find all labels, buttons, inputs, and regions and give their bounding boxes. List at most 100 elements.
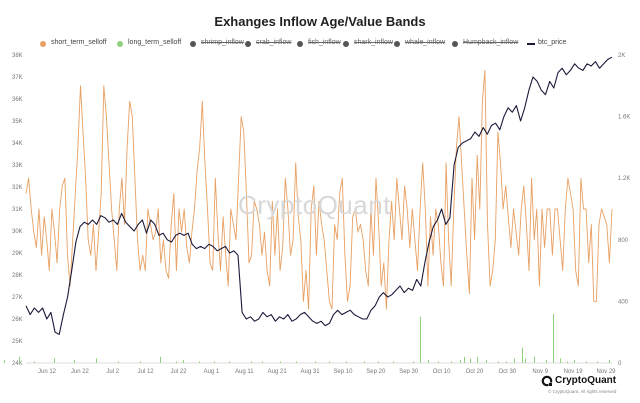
long-term-selloff-bar <box>214 361 215 363</box>
long-term-selloff-bar <box>74 359 75 363</box>
cryptoquant-logo-icon <box>541 375 553 387</box>
short-term-selloff-line <box>25 69 613 310</box>
y-left-tick-label: 33K <box>12 163 23 169</box>
long-term-selloff-bar <box>460 359 461 363</box>
long-term-selloff-bar <box>506 361 507 363</box>
long-term-selloff-bar <box>140 361 141 363</box>
long-term-selloff-bar <box>534 356 535 363</box>
long-term-selloff-bar <box>229 361 230 363</box>
long-term-selloff-bar <box>160 356 161 363</box>
long-term-selloff-bar <box>464 356 465 363</box>
long-term-selloff-bar <box>420 316 421 363</box>
x-tick-label: Sep 20 <box>366 369 386 375</box>
legend-swatch-icon <box>527 43 535 45</box>
long-term-selloff-bar <box>378 361 379 363</box>
legend-swatch-icon <box>245 41 251 47</box>
copyright-text: © CryptoQuant. All rights reserved <box>548 389 617 394</box>
x-tick-label: Jul 2 <box>106 369 119 375</box>
long-term-selloff-bar <box>251 361 252 363</box>
long-term-selloff-bar <box>574 359 575 363</box>
long-term-selloff-bar <box>586 361 587 363</box>
y-right-tick-label: 1.6K <box>618 115 630 121</box>
y-left-tick-label: 24K <box>12 361 23 367</box>
x-tick-label: Aug 1 <box>204 369 220 375</box>
x-tick-label: Oct 20 <box>466 369 484 375</box>
long-term-selloff-bar <box>413 361 414 363</box>
long-term-selloff-bar <box>546 359 547 363</box>
legend-label: shrimp_inflow <box>201 39 244 46</box>
long-term-selloff-bar <box>199 361 200 363</box>
y-left-tick-label: 37K <box>12 75 23 81</box>
long-term-selloff-bar <box>118 361 119 363</box>
x-tick-label: Oct 10 <box>433 369 451 375</box>
y-left-tick-label: 25K <box>12 339 23 345</box>
y-left-tick-label: 29K <box>12 251 23 257</box>
legend-label: fish_inflow <box>308 39 341 46</box>
long-term-selloff-bar <box>486 359 487 363</box>
legend-swatch-icon <box>297 41 303 47</box>
long-term-selloff-bar <box>514 358 515 363</box>
legend-label: Humpback_inflow <box>463 39 519 46</box>
y-right-tick-label: 1.2K <box>618 176 630 182</box>
x-tick-label: Nov 19 <box>564 369 584 375</box>
long-term-selloff-bar <box>364 361 365 363</box>
long-term-selloff-bar <box>525 358 526 363</box>
long-term-selloff-bar <box>315 361 316 363</box>
legend-swatch-icon <box>190 41 196 47</box>
x-tick-label: Jul 22 <box>171 369 188 375</box>
long-term-selloff-bar <box>567 361 568 363</box>
x-tick-label: Aug 11 <box>235 369 254 375</box>
x-tick-label: Oct 30 <box>499 369 517 375</box>
y-right-tick-label: 0 <box>618 361 622 367</box>
long-term-selloff-bar <box>597 361 598 363</box>
legend: short_term_selloff long_term_selloff shrim… <box>40 38 620 50</box>
long-term-selloff-bar <box>609 359 610 363</box>
legend-swatch-icon <box>343 41 349 47</box>
legend-label: whale_inflow <box>405 39 446 46</box>
x-tick-label: Sep 10 <box>333 369 353 375</box>
long-term-selloff-bar <box>296 361 297 363</box>
long-term-selloff-bar <box>553 313 554 363</box>
x-tick-label: Nov 29 <box>596 369 616 375</box>
y-left-tick-label: 27K <box>12 295 23 301</box>
x-tick-label: Sep 30 <box>399 369 419 375</box>
y-left-tick-label: 35K <box>12 119 23 125</box>
long-term-selloff-bar <box>280 361 281 363</box>
y-left-tick-label: 30K <box>12 229 23 235</box>
long-term-selloff-bar <box>346 361 347 363</box>
chart-title: Exhanges Inflow Age/Value Bands <box>214 14 426 29</box>
long-term-selloff-bar <box>451 361 452 363</box>
long-term-selloff-bar <box>522 347 523 363</box>
y-left-tick-label: 32K <box>12 185 23 191</box>
legend-label: shark_inflow <box>354 39 393 46</box>
y-right-tick-label: 400 <box>618 299 629 305</box>
x-tick-label: Jun 22 <box>71 369 90 375</box>
legend-swatch-icon <box>452 41 458 47</box>
long-term-selloff-bar <box>34 361 35 363</box>
y-left-tick-label: 36K <box>12 97 23 103</box>
x-tick-label: Aug 31 <box>301 369 321 375</box>
y-left-tick-label: 28K <box>12 273 23 279</box>
x-tick-label: Jun 12 <box>38 369 57 375</box>
legend-label: crab_inflow <box>256 39 292 46</box>
long-term-selloff-bar <box>176 361 177 363</box>
x-tick-label: Nov 9 <box>532 369 548 375</box>
legend-swatch-icon <box>117 41 123 47</box>
legend-swatch-icon <box>394 41 400 47</box>
y-right-tick-label: 2K <box>618 53 625 59</box>
long-term-selloff-bar <box>4 359 5 363</box>
long-term-selloff-bar <box>470 358 471 363</box>
x-tick-label: Aug 21 <box>268 369 288 375</box>
brand-name: CryptoQuant <box>555 375 617 386</box>
y-left-tick-label: 38K <box>12 53 23 59</box>
legend-label: short_term_selloff <box>51 39 107 46</box>
long-term-selloff-bar <box>96 358 97 363</box>
long-term-selloff-bar <box>183 359 184 363</box>
y-right-tick-label: 800 <box>618 238 629 244</box>
long-term-selloff-bar <box>428 359 429 363</box>
legend-label: btc_price <box>538 39 567 46</box>
long-term-selloff-bar <box>498 361 499 363</box>
legend-swatch-icon <box>40 41 46 47</box>
legend-label: long_term_selloff <box>128 39 182 46</box>
